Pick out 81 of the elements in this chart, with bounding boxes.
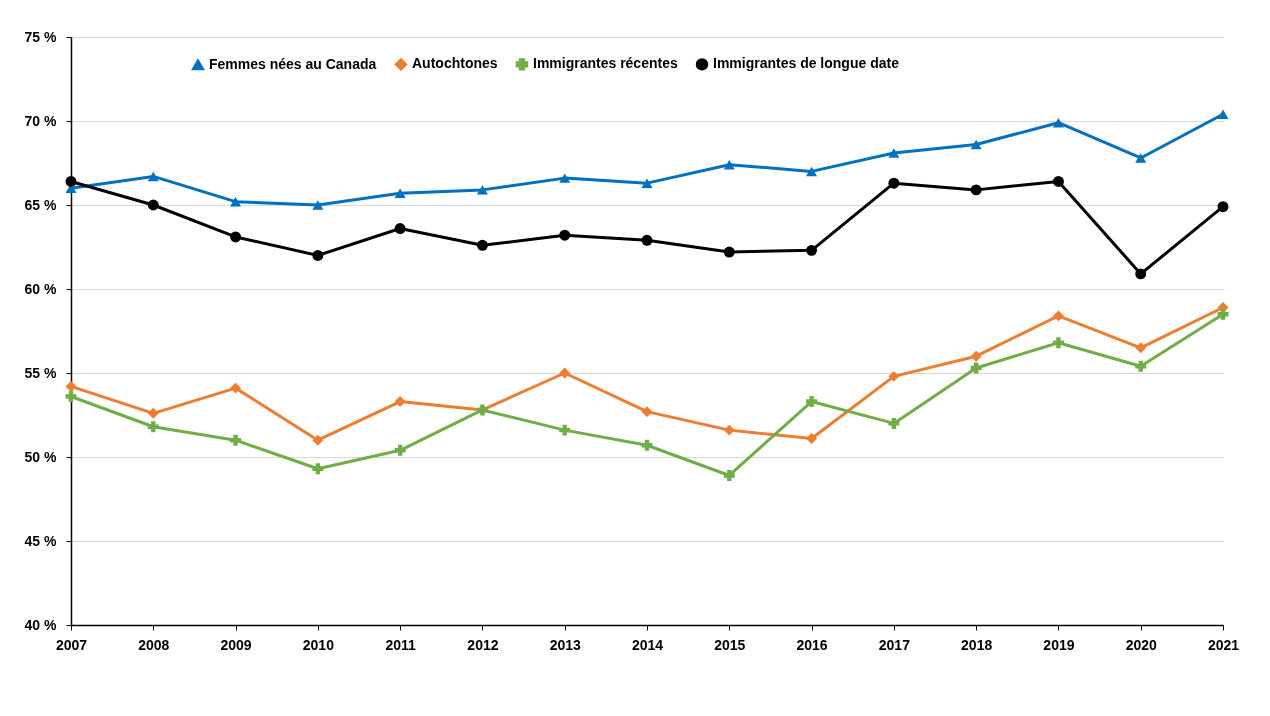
- point: [394, 444, 406, 456]
- point: [1052, 117, 1064, 128]
- point: [723, 470, 735, 481]
- point: [559, 367, 571, 379]
- legend-label: Immigrantes de longue date: [713, 55, 900, 72]
- point: [970, 139, 982, 150]
- x-tick-label: 2018: [961, 636, 993, 653]
- x-tick-label: 2014: [631, 636, 664, 653]
- point: [65, 176, 77, 187]
- y-tick-label: 75 %: [24, 28, 58, 45]
- point: [476, 239, 488, 251]
- point: [1135, 360, 1147, 372]
- point: [559, 229, 571, 241]
- point: [723, 246, 735, 258]
- point: [1135, 153, 1147, 163]
- point: [970, 350, 982, 362]
- point: [65, 380, 77, 392]
- point: [147, 171, 159, 182]
- point: [147, 199, 159, 211]
- point: [641, 178, 653, 188]
- point: [723, 424, 735, 436]
- point: [806, 244, 818, 256]
- x-tick-label: 2017: [878, 636, 911, 653]
- legend-label: Autochtones: [412, 55, 498, 72]
- point: [312, 434, 324, 446]
- point: [312, 249, 324, 261]
- point: [1217, 109, 1229, 120]
- point: [559, 173, 571, 183]
- x-tick-label: 2015: [714, 636, 746, 653]
- x-tick-label: 2011: [385, 636, 417, 653]
- point: [1052, 176, 1064, 187]
- point: [641, 406, 653, 418]
- x-tick-label: 2020: [1125, 636, 1157, 653]
- point: [888, 370, 900, 382]
- point: [559, 424, 571, 436]
- point: [806, 433, 818, 444]
- point: [888, 177, 900, 189]
- legend-label: Immigrantes récentes: [533, 55, 678, 72]
- point: [806, 396, 818, 408]
- x-tick-label: 2021: [1207, 636, 1240, 653]
- point: [970, 184, 982, 196]
- point: [312, 200, 324, 210]
- point: [641, 234, 653, 246]
- y-tick-label: 40 %: [24, 616, 58, 633]
- x-tick-label: 2016: [796, 636, 828, 653]
- y-tick-label: 55 %: [24, 364, 58, 381]
- x-tick-label: 2010: [302, 636, 335, 653]
- legend-label: Femmes nées au Canada: [209, 55, 377, 72]
- point: [394, 396, 406, 408]
- point: [723, 159, 735, 170]
- point: [394, 188, 406, 198]
- y-tick-label: 50 %: [24, 448, 58, 465]
- point: [147, 407, 159, 419]
- point: [888, 148, 900, 158]
- x-tick-label: 2019: [1043, 636, 1075, 653]
- point: [970, 362, 982, 374]
- point: [230, 382, 242, 394]
- y-tick-label: 70 %: [24, 112, 58, 129]
- point: [394, 223, 406, 234]
- x-tick-label: 2008: [138, 636, 170, 653]
- point: [888, 417, 900, 429]
- point: [476, 185, 488, 195]
- x-tick-label: 2012: [467, 636, 499, 653]
- point: [1052, 337, 1064, 349]
- point: [312, 463, 324, 475]
- x-tick-label: 2013: [549, 636, 581, 653]
- point: [230, 434, 242, 446]
- y-tick-label: 45 %: [24, 532, 58, 549]
- point: [1135, 342, 1147, 354]
- x-tick-label: 2007: [55, 636, 88, 653]
- point: [1052, 310, 1064, 322]
- point: [806, 166, 818, 177]
- point: [65, 391, 77, 402]
- y-tick-label: 60 %: [24, 280, 58, 297]
- point: [1135, 268, 1147, 280]
- point: [230, 231, 242, 243]
- y-tick-label: 65 %: [24, 196, 58, 213]
- point: [230, 196, 242, 207]
- point: [1217, 201, 1229, 213]
- x-tick-label: 2009: [220, 636, 252, 653]
- point: [147, 421, 159, 433]
